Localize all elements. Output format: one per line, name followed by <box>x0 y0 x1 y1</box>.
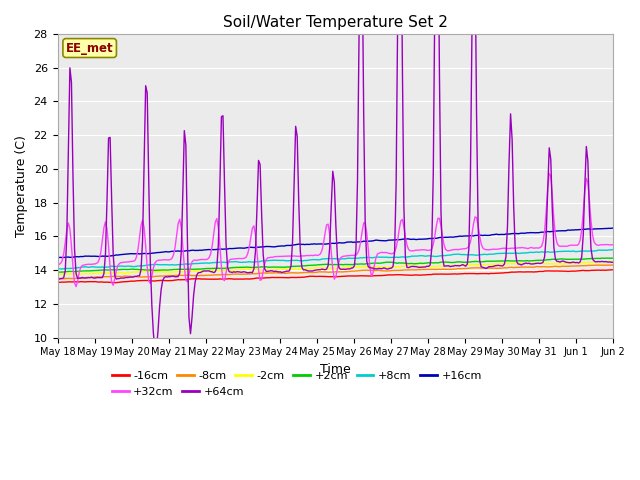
-16cm <box>579 267 587 273</box>
-8cm <box>221 272 228 277</box>
+64cm <box>54 276 61 282</box>
+16cm <box>237 245 245 251</box>
+32cm <box>581 188 589 194</box>
Legend: +32cm, +64cm: +32cm, +64cm <box>108 383 248 402</box>
+8cm <box>124 263 131 269</box>
Line: -8cm: -8cm <box>58 265 612 279</box>
-2cm <box>607 259 615 264</box>
+32cm <box>72 284 80 289</box>
-2cm <box>237 267 245 273</box>
-8cm <box>579 263 587 269</box>
+64cm <box>581 184 589 190</box>
-2cm <box>247 267 255 273</box>
Line: +64cm: +64cm <box>58 0 612 350</box>
-8cm <box>239 271 247 277</box>
+32cm <box>239 255 247 261</box>
+2cm <box>609 255 616 261</box>
-2cm <box>122 270 129 276</box>
+16cm <box>247 244 255 250</box>
-2cm <box>578 260 586 265</box>
-16cm <box>609 267 616 273</box>
+8cm <box>221 259 228 265</box>
+2cm <box>579 256 587 262</box>
Text: EE_met: EE_met <box>66 42 113 55</box>
-16cm <box>248 276 256 282</box>
+2cm <box>221 265 228 271</box>
+8cm <box>57 266 65 272</box>
-8cm <box>60 276 68 282</box>
-2cm <box>296 266 304 272</box>
+8cm <box>54 266 61 272</box>
-16cm <box>111 280 118 286</box>
+64cm <box>248 270 256 276</box>
+2cm <box>239 264 247 270</box>
+32cm <box>545 170 553 176</box>
+2cm <box>124 267 131 273</box>
Line: +8cm: +8cm <box>58 250 612 269</box>
+64cm <box>151 347 159 353</box>
+16cm <box>609 225 616 231</box>
+16cm <box>122 252 129 257</box>
-8cm <box>248 271 256 276</box>
-16cm <box>298 274 306 280</box>
Title: Soil/Water Temperature Set 2: Soil/Water Temperature Set 2 <box>223 15 447 30</box>
+2cm <box>604 255 612 261</box>
-8cm <box>298 270 306 276</box>
+16cm <box>219 246 227 252</box>
+32cm <box>298 253 306 259</box>
+2cm <box>248 264 256 270</box>
+8cm <box>579 248 587 254</box>
+64cm <box>122 275 129 280</box>
-8cm <box>124 273 131 279</box>
+32cm <box>124 259 131 265</box>
+64cm <box>221 181 228 187</box>
Y-axis label: Temperature (C): Temperature (C) <box>15 135 28 237</box>
-2cm <box>54 271 61 277</box>
+32cm <box>248 226 256 231</box>
X-axis label: Time: Time <box>320 363 351 376</box>
+8cm <box>239 260 247 265</box>
+16cm <box>54 255 61 261</box>
Line: -2cm: -2cm <box>58 262 612 274</box>
+16cm <box>296 241 304 247</box>
+2cm <box>55 269 63 275</box>
-16cm <box>239 276 247 282</box>
+64cm <box>298 264 306 270</box>
-8cm <box>609 262 616 268</box>
+64cm <box>609 260 616 265</box>
Line: -16cm: -16cm <box>58 270 612 283</box>
+16cm <box>578 227 586 232</box>
-2cm <box>609 259 616 264</box>
-16cm <box>54 279 61 285</box>
-8cm <box>54 276 61 281</box>
+64cm <box>239 269 247 275</box>
-16cm <box>124 279 131 285</box>
Line: +2cm: +2cm <box>58 258 612 272</box>
+8cm <box>298 258 306 264</box>
-2cm <box>219 267 227 273</box>
+8cm <box>609 247 616 252</box>
+32cm <box>221 278 228 284</box>
Line: +16cm: +16cm <box>58 228 612 258</box>
+2cm <box>298 263 306 269</box>
+32cm <box>54 262 61 268</box>
+32cm <box>609 242 616 248</box>
+2cm <box>54 269 61 275</box>
-16cm <box>221 276 228 282</box>
Line: +32cm: +32cm <box>58 173 612 287</box>
+8cm <box>248 259 256 265</box>
